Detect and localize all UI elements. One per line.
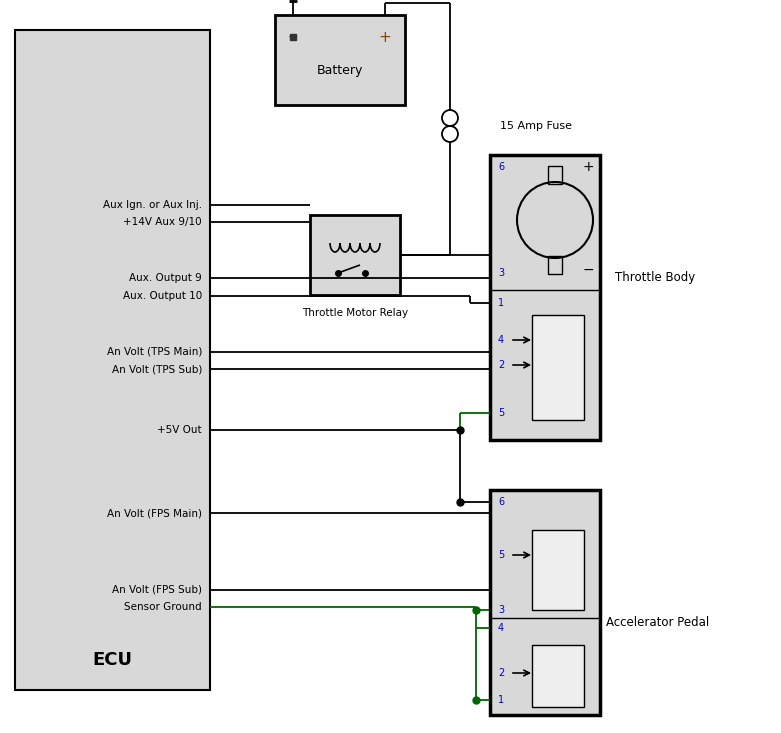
Text: Aux. Output 9: Aux. Output 9 [129, 273, 202, 283]
Text: 3: 3 [498, 268, 504, 278]
Text: ECU: ECU [92, 651, 133, 669]
Text: Sensor Ground: Sensor Ground [124, 602, 202, 612]
Text: +: + [582, 160, 594, 174]
Text: An Volt (FPS Sub): An Volt (FPS Sub) [112, 585, 202, 595]
Text: +5V Out: +5V Out [158, 425, 202, 435]
Bar [310, 215, 400, 295]
Bar [15, 30, 210, 690]
Text: −: − [287, 31, 298, 43]
Bar [548, 166, 562, 184]
Text: +: + [379, 29, 391, 45]
Text: An Volt (TPS Main): An Volt (TPS Main) [107, 347, 202, 357]
Bar [548, 256, 562, 274]
Text: Aux Ign. or Aux Inj.: Aux Ign. or Aux Inj. [103, 200, 202, 210]
Bar [532, 530, 584, 610]
Text: +14V Aux 9/10: +14V Aux 9/10 [123, 217, 202, 227]
Text: Throttle Motor Relay: Throttle Motor Relay [302, 308, 408, 318]
Text: An Volt (FPS Main): An Volt (FPS Main) [107, 508, 202, 518]
Text: 5: 5 [498, 550, 505, 560]
Bar [275, 15, 405, 105]
Bar [490, 155, 600, 440]
Text: 3: 3 [498, 605, 504, 615]
Text: 15 Amp Fuse: 15 Amp Fuse [500, 121, 572, 131]
Text: Aux. Output 10: Aux. Output 10 [123, 291, 202, 301]
Text: 6: 6 [498, 162, 504, 172]
Text: An Volt (TPS Sub): An Volt (TPS Sub) [112, 364, 202, 374]
Text: 6: 6 [498, 497, 504, 507]
Text: 4: 4 [498, 623, 504, 633]
Text: −: − [582, 263, 594, 277]
Text: 4: 4 [498, 335, 504, 345]
Text: Throttle Body: Throttle Body [615, 271, 695, 284]
Text: 5: 5 [498, 408, 505, 418]
Bar [490, 490, 600, 715]
Text: 1: 1 [498, 298, 504, 308]
Text: Accelerator Pedal: Accelerator Pedal [606, 616, 710, 629]
Bar [532, 645, 584, 707]
Text: 1: 1 [498, 695, 504, 705]
Text: 2: 2 [498, 668, 505, 678]
Text: 2: 2 [498, 360, 505, 370]
Bar [532, 315, 584, 420]
Text: Battery: Battery [317, 65, 363, 77]
